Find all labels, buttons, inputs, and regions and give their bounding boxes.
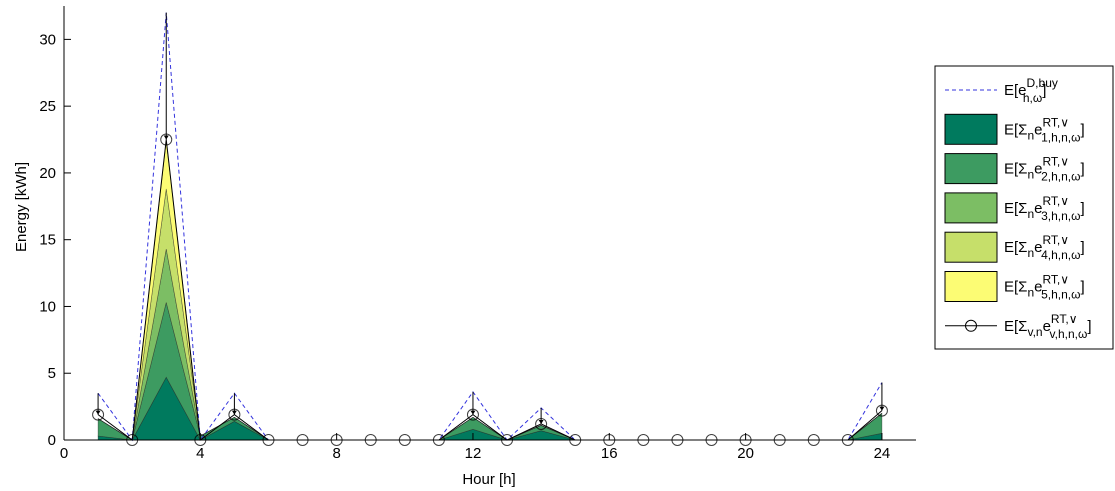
legend-label-1: E[ΣneRT,∨ 1,h,n,ω] <box>1004 115 1085 144</box>
legend-label-part: 3,h,n,ω <box>1041 209 1080 223</box>
buy-line <box>97 12 883 442</box>
x-tick-label-20: 20 <box>737 445 754 462</box>
stacked-areas <box>97 140 883 441</box>
whisker-arrow-h24 <box>879 406 885 411</box>
x-tick-label-0: 0 <box>60 445 68 462</box>
legend-label-part: e <box>1034 161 1042 178</box>
legend-label-part: e <box>1043 318 1051 335</box>
legend-swatch-2 <box>944 153 998 185</box>
x-tick-label-24: 24 <box>874 445 891 462</box>
y-tick-label-5: 5 <box>48 365 56 382</box>
legend-label-part: RT,∨ <box>1042 273 1069 287</box>
legend-label-part: E[Σ <box>1004 279 1027 296</box>
legend-label-part: ] <box>1080 161 1084 178</box>
total-marker-h14 <box>535 417 548 430</box>
total-markers <box>92 12 888 446</box>
legend-label-part: ] <box>1080 121 1084 138</box>
legend-label-part: n <box>1027 168 1034 182</box>
whisker-arrow-h1 <box>95 410 101 415</box>
x-tick-label-8: 8 <box>332 445 340 462</box>
area-series-4 <box>97 188 883 441</box>
legend-label-part: 4,h,n,ω <box>1041 248 1080 262</box>
legend-label-part: n <box>1027 286 1034 300</box>
total-marker-h3 <box>160 133 173 146</box>
legend-label-part: RT,∨ <box>1051 312 1078 326</box>
legend-entry-6: E[Σv,neRT,∨ v,h,n,ω] <box>945 312 1092 341</box>
legend-label-part: RT,∨ <box>1042 115 1069 129</box>
legend-label-part: n <box>1027 246 1034 260</box>
legend-label-part: 1,h,n,ω <box>1041 130 1080 144</box>
legend-label-part: ] <box>1080 200 1084 217</box>
whisker-arrow-h3 <box>163 135 169 140</box>
legend-label-2: E[ΣneRT,∨ 2,h,n,ω] <box>1004 155 1085 184</box>
whisker-arrow-h12 <box>470 410 476 415</box>
legend-label-part: e <box>1034 239 1042 256</box>
legend-entry-0: E[eD,buy h,ω] <box>945 76 1058 105</box>
y-tick-label-10: 10 <box>39 298 56 315</box>
legend-label-part: e <box>1034 121 1042 138</box>
legend-label-part: n <box>1027 207 1034 221</box>
legend-entry-1: E[ΣneRT,∨ 1,h,n,ω] <box>944 113 1085 145</box>
x-axis-label: Hour [h] <box>462 471 515 488</box>
y-tick-label-20: 20 <box>39 165 56 182</box>
legend-swatch-3 <box>944 192 998 224</box>
legend-label-part: 5,h,n,ω <box>1041 288 1080 302</box>
legend-label-part: v,n <box>1027 325 1042 339</box>
legend-label-part: n <box>1027 128 1034 142</box>
buy-line-path <box>97 12 883 442</box>
total-marker-h24 <box>875 404 888 417</box>
legend-entry-3: E[ΣneRT,∨ 3,h,n,ω] <box>944 192 1085 224</box>
whisker-arrow-h5 <box>231 410 237 415</box>
legend-label-part: E[Σ <box>1004 200 1027 217</box>
axes: 0 4 8 12 16 20 24 0 5 10 15 20 25 30 <box>39 6 916 462</box>
legend-label-part: 2,h,n,ω <box>1041 170 1080 184</box>
y-tick-label-25: 25 <box>39 98 56 115</box>
legend-label-5: E[ΣneRT,∨ 5,h,n,ω] <box>1004 273 1085 302</box>
y-tick-label-15: 15 <box>39 232 56 249</box>
legend-label-part: h,ω <box>1023 91 1042 105</box>
y-tick-label-0: 0 <box>48 432 56 449</box>
y-axis-label: Energy [kWh] <box>13 162 30 252</box>
legend-label-part: ] <box>1042 82 1046 99</box>
total-marker-h5 <box>228 408 241 421</box>
legend-label-6: E[Σv,neRT,∨ v,h,n,ω] <box>1004 312 1092 341</box>
legend-label-part: v,h,n,ω <box>1050 327 1088 341</box>
legend-swatch-5 <box>944 271 998 302</box>
y-tick-label-30: 30 <box>39 31 56 48</box>
legend-swatch-1 <box>944 113 998 145</box>
legend-label-part: RT,∨ <box>1042 233 1069 247</box>
legend-entry-4: E[ΣneRT,∨ 4,h,n,ω] <box>944 231 1085 263</box>
x-tick-label-12: 12 <box>465 445 482 462</box>
legend-entry-2: E[ΣneRT,∨ 2,h,n,ω] <box>944 153 1085 185</box>
legend-entry-5: E[ΣneRT,∨ 5,h,n,ω] <box>944 271 1085 302</box>
x-tick-label-4: 4 <box>196 445 204 462</box>
total-line <box>97 139 883 441</box>
legend-label-part: ] <box>1080 279 1084 296</box>
legend-label-3: E[ΣneRT,∨ 3,h,n,ω] <box>1004 194 1085 223</box>
legend-label-part: ] <box>1087 318 1091 335</box>
whisker-arrow-h14 <box>538 419 544 424</box>
legend-label-part: ] <box>1080 239 1084 256</box>
area-series-5 <box>97 140 883 441</box>
legend-label-0: E[eD,buy h,ω] <box>1004 76 1058 105</box>
legend-swatch-4 <box>944 231 998 263</box>
legend-label-part: E[Σ <box>1004 121 1027 138</box>
legend-label-part: e <box>1034 279 1042 296</box>
total-marker-h12 <box>466 408 479 421</box>
legend-label-part: E[Σ <box>1004 161 1027 178</box>
x-tick-label-16: 16 <box>601 445 618 462</box>
legend-label-part: E[Σ <box>1004 239 1027 256</box>
legend-label-part: E[Σ <box>1004 318 1027 335</box>
area-series-3 <box>97 248 883 441</box>
legend-total-marker <box>965 319 977 332</box>
legend-label-part: RT,∨ <box>1042 194 1069 208</box>
total-marker-h1 <box>92 408 105 421</box>
legend-label-part: e <box>1034 200 1042 217</box>
legend-label-part: E[e <box>1004 82 1027 99</box>
legend-label-4: E[ΣneRT,∨ 4,h,n,ω] <box>1004 233 1085 262</box>
legend-label-part: RT,∨ <box>1042 155 1069 169</box>
legend-label-part: D,buy <box>1027 76 1058 90</box>
legend: E[eD,buy h,ω]E[ΣneRT,∨ 1,h,n,ω]E[ΣneRT,∨ 2,… <box>934 65 1114 350</box>
